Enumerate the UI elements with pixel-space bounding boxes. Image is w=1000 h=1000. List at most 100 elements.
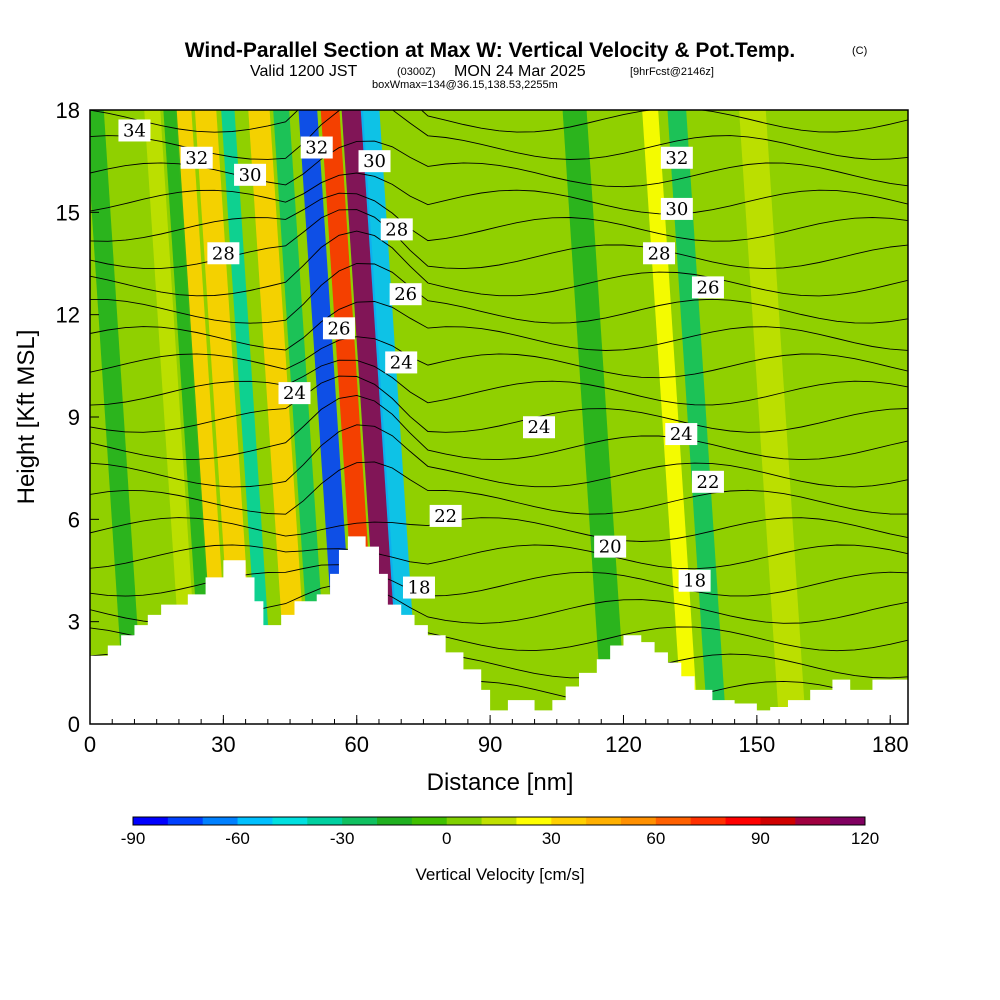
velocity-band: [667, 110, 727, 724]
chart-title: Wind-Parallel Section at Max W: Vertical…: [185, 39, 796, 62]
contour-label: 18: [678, 569, 711, 592]
contour-label-text: 28: [648, 243, 671, 264]
contour-label-box: [523, 416, 556, 439]
contour-label-text: 26: [328, 318, 351, 339]
x-tick-label: 120: [605, 732, 642, 757]
y-tick-label: 9: [68, 405, 80, 430]
theta-contour: [90, 172, 908, 215]
contour-label: 32: [300, 136, 333, 159]
contour-label-box: [389, 283, 422, 306]
contour-label-box: [678, 569, 711, 592]
contour-label-box: [594, 535, 627, 558]
contour-label-text: 24: [670, 424, 693, 445]
y-tick-label: 3: [68, 610, 80, 635]
valid-time-prefix: Valid 1200 JST: [250, 63, 358, 80]
y-axis: 0 3 6 9 12 15 18: [56, 98, 99, 737]
contour-label: 30: [660, 197, 693, 220]
theta-contour: [90, 394, 908, 461]
y-tick-label: 15: [56, 200, 80, 225]
contour-label-box: [691, 470, 724, 493]
contour-label: 32: [660, 146, 693, 169]
colorbar-tick-label: 60: [646, 829, 665, 848]
colorbar-tick-label: -90: [121, 829, 146, 848]
contour-label: 24: [385, 351, 418, 374]
x-tick-label: 180: [872, 732, 909, 757]
contour-label-box: [643, 242, 676, 265]
boxwmax-note: boxWmax=134@36.15,138.53,2255m: [372, 79, 558, 91]
contour-label-box: [207, 242, 240, 265]
velocity-band: [273, 110, 330, 724]
velocity-band: [739, 110, 806, 724]
contour-label-text: 32: [665, 148, 688, 169]
contour-label: 28: [380, 218, 413, 241]
contour-label: 26: [691, 276, 724, 299]
terrain-mask: [90, 536, 908, 724]
contour-label-text: 20: [599, 537, 622, 558]
contour-label-box: [278, 382, 311, 405]
theta-contour: [90, 461, 908, 515]
forecast-info: [9hrFcst@2146z]: [630, 66, 714, 78]
colorbar-segment: [795, 817, 831, 825]
theta-contour: [90, 263, 908, 324]
theta-contour: [90, 140, 908, 188]
velocity-band: [163, 110, 217, 724]
theta-contour: [90, 517, 908, 542]
colorbar-frame: [132, 816, 866, 826]
contour-label: 24: [278, 382, 311, 405]
colorbar-segment: [690, 817, 727, 825]
contour-label-text: 18: [683, 571, 706, 592]
valid-time-date: MON 24 Mar 2025: [454, 63, 586, 80]
contour-label: 24: [665, 423, 698, 446]
y-tick-label: 12: [56, 303, 80, 328]
colorbar-tick-label: 30: [542, 829, 561, 848]
contour-label: 26: [322, 317, 355, 340]
contour-label-box: [180, 146, 213, 169]
x-tick-label: 0: [84, 732, 96, 757]
colorbar-segment: [551, 817, 587, 825]
contour-label: 22: [429, 504, 462, 527]
colorbar-segment: [411, 817, 448, 825]
x-tick-label: 150: [738, 732, 775, 757]
contour-label: 30: [358, 150, 391, 173]
colorbar-segment: [760, 817, 796, 825]
theta-contour: [90, 359, 908, 406]
colorbar-tick-label: -30: [330, 829, 355, 848]
contour-label: 28: [207, 242, 240, 265]
velocity-bands: [90, 110, 806, 724]
x-tick-label: 30: [211, 732, 235, 757]
contour-label-box: [234, 163, 267, 186]
colorbar-segment: [446, 817, 483, 825]
contour-label: 34: [118, 119, 151, 142]
colorbar-segment: [133, 817, 169, 825]
theta-contour: [90, 230, 908, 297]
contour-label-text: 32: [305, 138, 328, 159]
copyright-mark: (C): [852, 45, 867, 57]
contour-label-box: [118, 119, 151, 142]
chart-subtitle: Valid 1200 JST (0300Z) MON 24 Mar 2025 […: [250, 63, 714, 80]
contour-label-box: [660, 197, 693, 220]
contour-label-box: [660, 146, 693, 169]
x-tick-label: 60: [344, 732, 368, 757]
colorbar-segment: [202, 817, 239, 825]
velocity-band: [360, 110, 420, 724]
colorbar-segment: [167, 817, 204, 825]
x-axis: 0 30 60 90 120 150 180: [84, 715, 909, 757]
velocity-band: [144, 110, 201, 724]
colorbar-segment: [307, 817, 343, 825]
contour-label-text: 34: [123, 120, 146, 141]
colorbar-segment: [830, 817, 866, 825]
contour-label-box: [322, 317, 355, 340]
colorbar-segment: [237, 817, 273, 825]
contour-label-text: 26: [394, 284, 417, 305]
x-axis-label: Distance [nm]: [427, 769, 574, 796]
colorbar-segment: [621, 817, 657, 825]
colorbar-tick-label: 0: [442, 829, 451, 848]
contour-label: 30: [234, 163, 267, 186]
theta-contour: [90, 336, 908, 379]
contour-label: 20: [594, 535, 627, 558]
contour-label-text: 22: [434, 506, 457, 527]
theta-contour: [90, 192, 908, 242]
colorbar-tick-label: 120: [851, 829, 879, 848]
contour-label-text: 30: [239, 165, 262, 186]
